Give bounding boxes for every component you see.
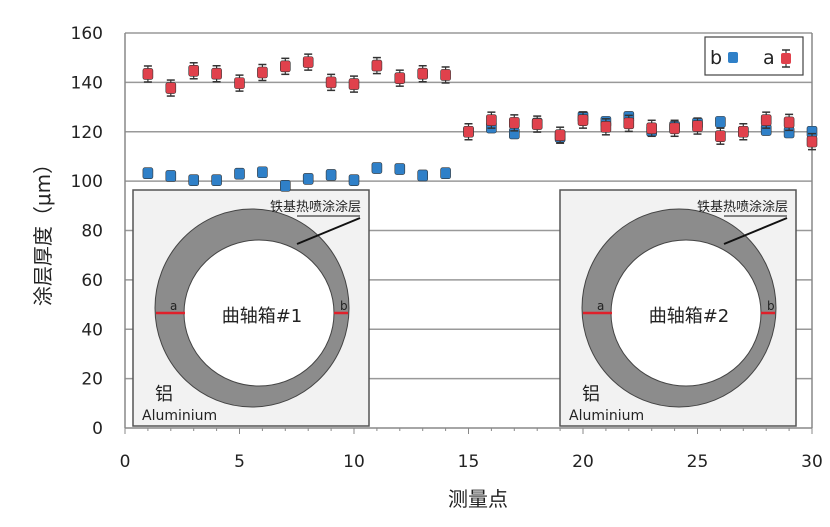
legend: b a: [704, 36, 804, 76]
axes: 0 20 40 60 80 100 120 140 160 0 5 10 15 20 25 30: [71, 24, 823, 472]
point-b-5: [234, 167, 245, 180]
y-tick-label: 20: [81, 370, 103, 390]
part-label: 曲轴箱#2: [649, 306, 730, 327]
y-tick-label: 160: [71, 24, 103, 44]
coating-label: 铁基热喷涂涂层: [270, 199, 361, 215]
y-axis-title: 涂层厚度（μm）: [31, 154, 55, 306]
x-tick-label: 20: [572, 452, 594, 472]
point-a-30: [806, 132, 818, 151]
point-a-20: [577, 111, 589, 129]
point-b-7: [279, 180, 291, 192]
legend-label-b: b: [710, 47, 722, 69]
point-a-5: [234, 74, 245, 92]
point-b-6: [257, 166, 268, 179]
point-b-11: [371, 162, 383, 174]
point-a-17: [508, 114, 520, 132]
point-a-27: [737, 123, 749, 141]
y-tick-label: 140: [71, 73, 103, 93]
point-a-7: [279, 57, 291, 76]
y-tick-label: 120: [71, 123, 103, 143]
point-a-15: [463, 123, 474, 141]
point-a-23: [646, 119, 658, 138]
point-a-label: a: [597, 299, 604, 313]
point-b-12: [394, 163, 406, 175]
point-a-29: [783, 113, 795, 132]
point-a-18: [531, 115, 543, 133]
point-a-9: [325, 73, 337, 92]
y-tick-label: 0: [92, 419, 103, 439]
point-a-25: [692, 117, 703, 135]
point-a-8: [302, 53, 314, 71]
leader-line: [296, 217, 361, 245]
legend-marker-b: [728, 52, 738, 63]
point-a-11: [371, 56, 383, 75]
x-tick-label: 30: [801, 452, 823, 472]
point-b-4: [211, 174, 222, 186]
data-points: [142, 53, 818, 192]
material-label-en: Aluminium: [569, 408, 644, 424]
point-a-24: [669, 119, 680, 138]
point-a-28: [760, 111, 772, 129]
point-a-2: [165, 79, 177, 97]
point-a-12: [394, 69, 406, 87]
leader-line: [723, 217, 788, 245]
point-a-label: a: [170, 299, 177, 313]
point-a-3: [188, 62, 199, 80]
x-axis-title: 测量点: [448, 487, 508, 511]
material-label-cn: 铝: [582, 384, 600, 405]
point-b-9: [325, 169, 337, 181]
point-b-3: [188, 174, 199, 186]
point-a-21: [600, 118, 612, 136]
point-a-1: [142, 65, 154, 83]
point-b-label: b: [340, 299, 348, 313]
x-tick-label: 0: [120, 452, 131, 472]
point-a-19: [554, 126, 566, 144]
x-tick-label: 10: [343, 452, 365, 472]
point-b-26: [715, 116, 726, 128]
point-b-10: [348, 174, 360, 186]
legend-label-a: a: [763, 47, 775, 69]
point-b-14: [440, 167, 451, 180]
point-a-16: [486, 111, 497, 129]
point-a-26: [715, 127, 726, 145]
point-a-4: [211, 64, 222, 83]
x-tick-label: 25: [687, 452, 709, 472]
point-b-1: [142, 167, 154, 180]
point-a-6: [257, 63, 268, 82]
legend-marker-a: [781, 49, 791, 68]
part-label: 曲轴箱#1: [222, 306, 303, 327]
x-tick-label: 5: [234, 452, 245, 472]
y-tick-label: 60: [81, 271, 103, 291]
coating-label: 铁基热喷涂涂层: [697, 199, 788, 215]
point-b-label: b: [767, 299, 775, 313]
x-tick-label: 15: [458, 452, 480, 472]
point-b-8: [302, 173, 314, 185]
point-a-14: [440, 66, 451, 84]
y-tick-label: 40: [81, 320, 103, 340]
y-tick-label: 80: [81, 222, 103, 242]
point-a-13: [417, 64, 429, 83]
point-a-10: [348, 75, 360, 93]
material-label-cn: 铝: [155, 384, 173, 405]
point-b-13: [417, 169, 429, 182]
material-label-en: Aluminium: [142, 408, 217, 424]
y-tick-label: 100: [71, 172, 103, 192]
point-a-22: [623, 114, 635, 133]
point-b-2: [165, 170, 177, 182]
